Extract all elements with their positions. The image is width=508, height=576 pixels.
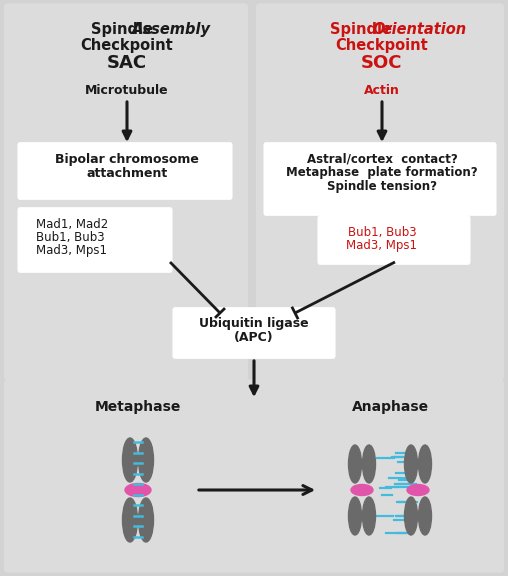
Ellipse shape (404, 497, 418, 535)
FancyBboxPatch shape (17, 142, 233, 200)
Text: Anaphase: Anaphase (352, 400, 429, 414)
Text: Metaphase: Metaphase (95, 400, 181, 414)
Text: Assembly: Assembly (132, 22, 211, 37)
Text: Spindle: Spindle (91, 22, 158, 37)
Ellipse shape (122, 438, 138, 482)
Text: Bub1, Bub3: Bub1, Bub3 (347, 226, 417, 239)
Text: Bipolar chromosome: Bipolar chromosome (55, 153, 199, 166)
Text: Actin: Actin (364, 84, 400, 97)
Text: Orientation: Orientation (372, 22, 466, 37)
Text: Spindle: Spindle (330, 22, 397, 37)
Text: Microtubule: Microtubule (85, 84, 169, 97)
Text: Astral/cortex  contact?: Astral/cortex contact? (307, 152, 457, 165)
FancyBboxPatch shape (256, 3, 504, 381)
Ellipse shape (404, 445, 418, 483)
FancyBboxPatch shape (264, 142, 496, 216)
Ellipse shape (419, 497, 431, 535)
Ellipse shape (348, 445, 362, 483)
Ellipse shape (363, 445, 375, 483)
Text: SOC: SOC (361, 54, 403, 72)
Ellipse shape (348, 497, 362, 535)
Text: SAC: SAC (107, 54, 147, 72)
Ellipse shape (139, 438, 153, 482)
Ellipse shape (125, 483, 151, 497)
FancyBboxPatch shape (318, 215, 470, 265)
Ellipse shape (407, 484, 429, 495)
Text: Bub1, Bub3: Bub1, Bub3 (36, 231, 105, 244)
Ellipse shape (419, 445, 431, 483)
Ellipse shape (139, 498, 153, 542)
Text: Spindle tension?: Spindle tension? (327, 180, 437, 193)
Text: Checkpoint: Checkpoint (81, 38, 173, 53)
Text: Mad3, Mps1: Mad3, Mps1 (36, 244, 107, 257)
Ellipse shape (122, 498, 138, 542)
Text: Checkpoint: Checkpoint (336, 38, 428, 53)
Text: Mad1, Mad2: Mad1, Mad2 (36, 218, 108, 231)
Text: attachment: attachment (86, 167, 168, 180)
FancyBboxPatch shape (172, 307, 336, 359)
Text: Mad3, Mps1: Mad3, Mps1 (346, 239, 418, 252)
FancyBboxPatch shape (4, 380, 504, 573)
Ellipse shape (363, 497, 375, 535)
Text: (APC): (APC) (234, 331, 274, 344)
Ellipse shape (351, 484, 373, 495)
FancyBboxPatch shape (17, 207, 173, 273)
FancyBboxPatch shape (4, 3, 248, 381)
Text: Metaphase  plate formation?: Metaphase plate formation? (286, 166, 478, 179)
Text: Ubiquitin ligase: Ubiquitin ligase (199, 317, 309, 330)
